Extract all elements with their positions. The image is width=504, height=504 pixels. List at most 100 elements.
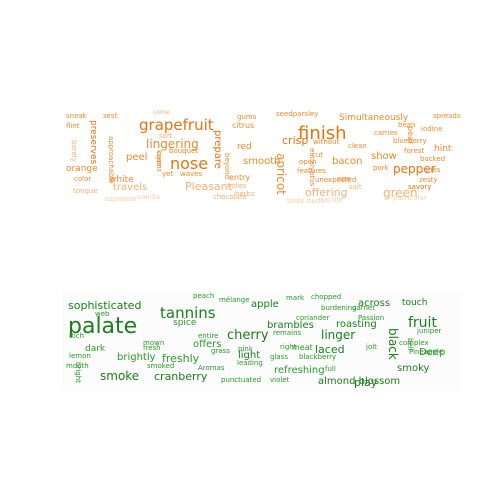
green-word: mark: [286, 294, 305, 302]
green-word: brightly: [117, 352, 156, 363]
orange-word: spreads: [433, 112, 461, 120]
green-word: bell: [406, 338, 414, 351]
orange-word: come: [153, 109, 170, 116]
green-word: blackberry: [299, 353, 337, 361]
orange-word: citrus: [232, 121, 255, 130]
green-word: full: [325, 365, 336, 373]
orange-word: hint: [434, 144, 452, 154]
green-word: spice: [173, 318, 197, 328]
orange-word: show: [371, 151, 397, 162]
orange-word: pepper: [393, 162, 436, 176]
orange-word: soft: [159, 132, 173, 140]
green-word: grass: [211, 347, 230, 355]
orange-word: pear: [406, 126, 415, 145]
orange-word: particular: [393, 194, 427, 202]
green-word: laced: [315, 343, 345, 356]
green-word: Deep: [419, 347, 446, 358]
orange-word: layer: [155, 150, 163, 168]
green-word: smoked: [147, 362, 175, 370]
green-word: across: [358, 298, 391, 309]
green-word: brambles: [267, 320, 314, 331]
green-word: peach: [193, 292, 215, 300]
green-word: touch: [402, 298, 428, 308]
orange-word: salt: [349, 183, 362, 191]
orange-word: cut: [312, 151, 324, 159]
green-word: apple: [251, 299, 279, 310]
green-word: complex: [399, 339, 429, 347]
green-word: fruit: [408, 315, 437, 331]
orange-word: ripe: [337, 175, 351, 183]
orange-word: offering: [305, 186, 348, 199]
orange-word: carries: [374, 129, 398, 137]
green-word: fresh: [143, 344, 161, 352]
orange-word: chocolate: [213, 193, 247, 201]
word-cloud-orange: sneak zest come gums seedparsley Simultaneous…: [62, 108, 462, 208]
green-word: smoky: [397, 363, 430, 374]
green-word: burdening: [321, 304, 357, 312]
orange-word: pork: [373, 164, 389, 172]
orange-word: forest: [404, 147, 425, 155]
orange-word: features: [297, 167, 326, 175]
orange-word: tactile: [321, 196, 343, 204]
green-word: play: [354, 376, 378, 389]
orange-word: unexpected: [315, 176, 357, 184]
orange-word: clean: [348, 142, 367, 150]
green-word: tannins: [160, 304, 216, 322]
orange-word: espresso: [105, 195, 137, 203]
orange-word: bacon: [332, 156, 363, 167]
orange-word: peel: [126, 152, 148, 163]
green-word: Aromas: [198, 364, 225, 372]
green-word: almond blossom: [318, 376, 401, 387]
green-word: mown: [143, 339, 165, 347]
orange-word: prepare: [212, 130, 223, 169]
green-word: smoke: [100, 369, 140, 383]
green-word: coriander: [296, 314, 330, 322]
green-word: web: [95, 310, 110, 318]
orange-word: travels: [113, 182, 148, 193]
orange-word: lingering: [146, 137, 199, 151]
orange-word: white: [109, 175, 134, 185]
orange-word: tones: [421, 166, 441, 174]
orange-word: vanilla: [137, 193, 160, 201]
green-word: dark: [85, 344, 106, 354]
orange-word: orange: [66, 164, 98, 174]
orange-word: backed: [420, 155, 446, 163]
orange-word: herbs: [235, 190, 255, 198]
orange-word: zesty: [419, 176, 438, 184]
green-word: mouth: [66, 362, 89, 370]
orange-word: blueberry: [393, 137, 427, 145]
orange-word: iodine: [421, 125, 443, 133]
green-word: Passion: [358, 314, 385, 322]
green-word: glass: [270, 353, 288, 361]
orange-word: gums: [237, 113, 257, 121]
green-word: entire: [198, 332, 219, 340]
orange-word: taste buds: [287, 197, 324, 205]
green-word: light: [238, 350, 261, 361]
green-word: roasting: [336, 319, 377, 330]
orange-word: bouquet: [169, 147, 199, 155]
orange-word: zest: [103, 112, 118, 120]
green-word: mélange: [219, 296, 250, 304]
orange-word: bean: [398, 121, 416, 129]
orange-word: yet: [162, 170, 174, 178]
orange-word: Pleasant: [185, 180, 232, 193]
orange-word: beyond: [223, 153, 231, 180]
green-word: jolt: [366, 343, 377, 351]
orange-word: color: [74, 175, 92, 183]
orange-word: preserves: [88, 120, 98, 165]
green-word: offers: [193, 339, 222, 350]
orange-word: seedparsley: [276, 110, 319, 118]
green-word: right: [280, 343, 297, 351]
orange-word: waves: [180, 170, 203, 178]
green-word: freshly: [162, 352, 200, 365]
orange-word: finish: [298, 123, 347, 144]
green-word: garnet: [352, 304, 375, 312]
orange-word: tongue: [73, 187, 98, 195]
green-word: bright: [74, 362, 82, 383]
orange-word: notes: [227, 182, 247, 190]
green-word: cranberry: [154, 370, 208, 383]
orange-word: cassis: [155, 151, 163, 173]
orange-word: without: [313, 138, 340, 146]
green-word: black: [386, 328, 400, 360]
orange-word: smooth: [243, 156, 281, 167]
